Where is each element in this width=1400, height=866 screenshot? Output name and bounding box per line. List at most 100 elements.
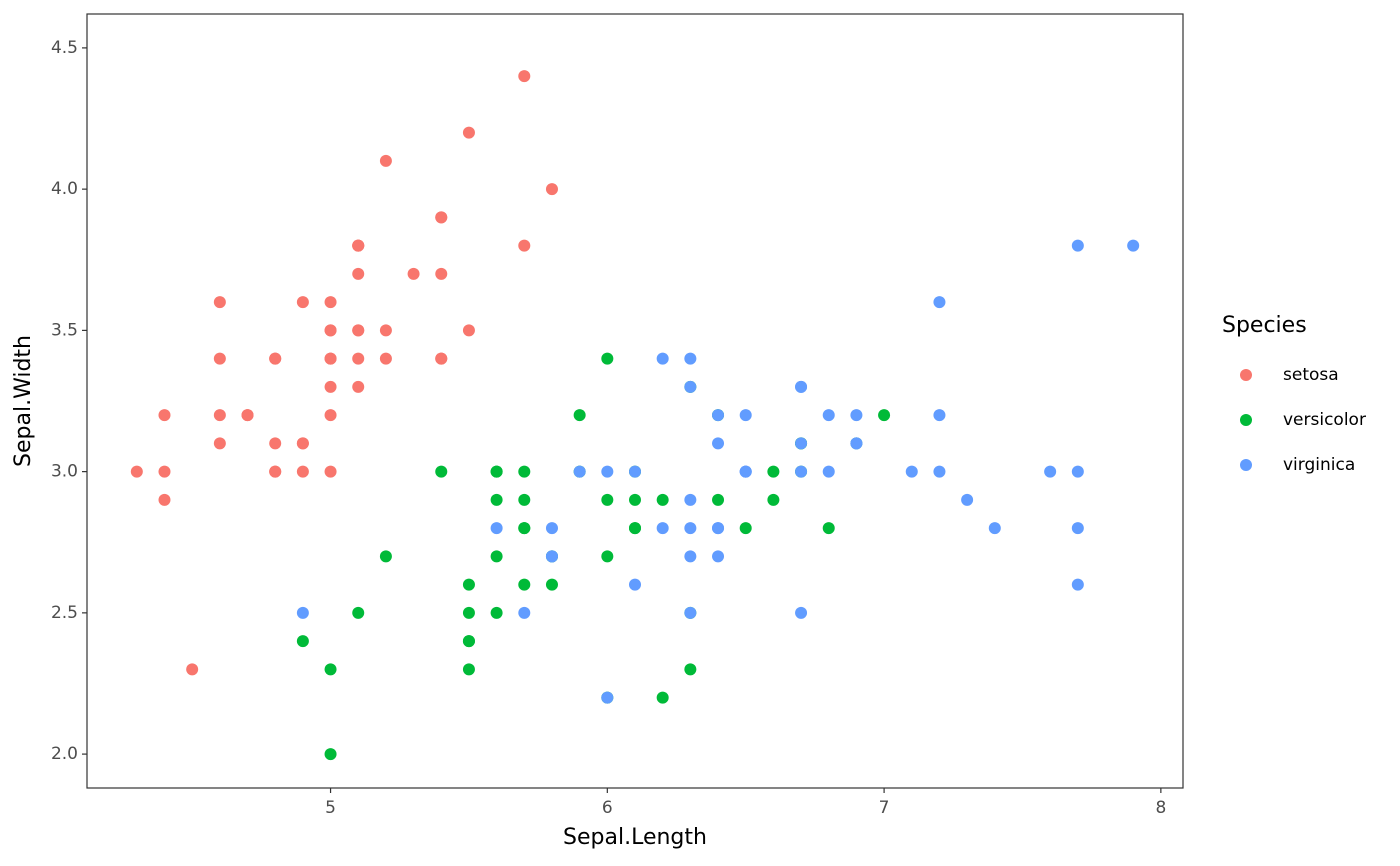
point [324, 380, 337, 393]
point [435, 465, 448, 478]
point [684, 663, 697, 676]
point [296, 635, 309, 648]
point [684, 522, 697, 535]
point [518, 493, 531, 506]
point [933, 296, 946, 309]
point [324, 296, 337, 309]
point [352, 267, 365, 280]
point [601, 493, 614, 506]
point [407, 267, 420, 280]
point [1071, 465, 1084, 478]
point [712, 522, 725, 535]
point [878, 409, 891, 422]
panel [86, 13, 1184, 789]
point [767, 493, 780, 506]
point [988, 522, 1001, 535]
point [490, 493, 503, 506]
point [684, 493, 697, 506]
point [795, 380, 808, 393]
point [490, 522, 503, 535]
point [905, 465, 918, 478]
y-tick-label: 3.0 [51, 462, 78, 482]
legend-label: setosa [1283, 365, 1339, 385]
point [545, 578, 558, 591]
point [739, 409, 752, 422]
point [518, 578, 531, 591]
point [684, 550, 697, 563]
point [518, 239, 531, 252]
point [712, 409, 725, 422]
point [545, 550, 558, 563]
point [795, 437, 808, 450]
point [435, 352, 448, 365]
legend-key [1240, 459, 1252, 471]
point [435, 211, 448, 224]
point [435, 267, 448, 280]
point [518, 70, 531, 83]
point [629, 493, 641, 506]
point [795, 465, 808, 478]
point [352, 352, 365, 365]
point [213, 437, 226, 450]
point [130, 465, 143, 478]
y-tick-label: 2.0 [51, 744, 78, 764]
point [518, 522, 531, 535]
point [933, 465, 946, 478]
point [656, 493, 669, 506]
point [1071, 239, 1084, 252]
point [739, 522, 752, 535]
point [629, 578, 641, 591]
x-axis-title: Sepal.Length [563, 825, 707, 850]
legend-title: Species [1222, 313, 1307, 338]
point [324, 465, 337, 478]
point [213, 409, 226, 422]
point [462, 578, 475, 591]
legend-label: versicolor [1283, 410, 1366, 430]
point [324, 409, 337, 422]
point [601, 465, 614, 478]
legend-key [1240, 369, 1252, 381]
point [241, 409, 254, 422]
point [324, 748, 337, 761]
point [1127, 239, 1140, 252]
point [739, 465, 752, 478]
point [656, 691, 669, 704]
point [269, 437, 282, 450]
point [822, 465, 835, 478]
x-tick-label: 7 [879, 798, 890, 818]
point [379, 324, 392, 337]
point [158, 493, 171, 506]
point [545, 522, 558, 535]
point [213, 296, 226, 309]
point [656, 352, 669, 365]
point [490, 465, 503, 478]
point [573, 409, 586, 422]
point [324, 352, 337, 365]
point [186, 663, 199, 676]
point [296, 437, 309, 450]
point [601, 352, 614, 365]
point [462, 635, 475, 648]
y-tick-label: 2.5 [51, 603, 78, 623]
point [545, 183, 558, 196]
point [1071, 522, 1084, 535]
legend-key [1240, 414, 1252, 426]
x-tick-label: 6 [602, 798, 613, 818]
point [269, 465, 282, 478]
point [518, 465, 531, 478]
point [822, 522, 835, 535]
point [352, 606, 365, 619]
point [1071, 578, 1084, 591]
point [462, 606, 475, 619]
y-axis-title: Sepal.Width [11, 335, 36, 467]
point [712, 493, 725, 506]
x-tick-label: 8 [1155, 798, 1166, 818]
point [269, 352, 282, 365]
point [712, 550, 725, 563]
point [961, 493, 974, 506]
point [629, 522, 641, 535]
point [296, 465, 309, 478]
point [601, 550, 614, 563]
point [933, 409, 946, 422]
